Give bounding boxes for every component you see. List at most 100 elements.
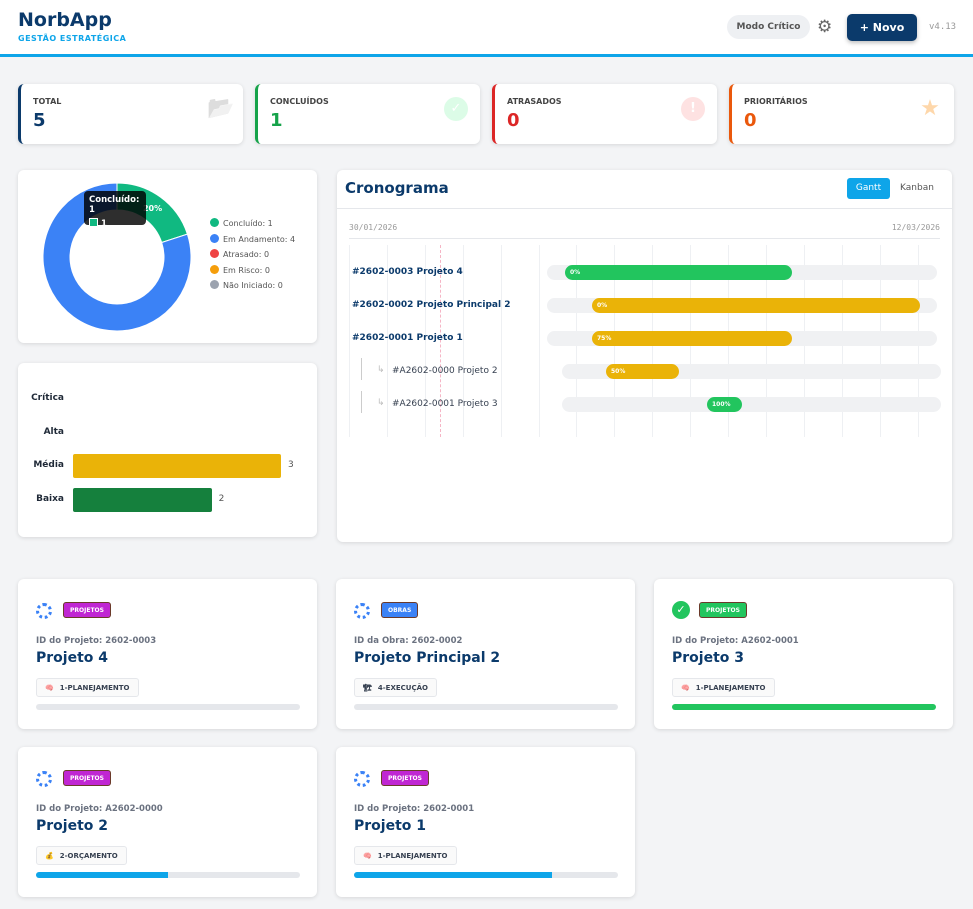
project-card[interactable]: PROJETOS ID do Projeto: 2602-0003 Projeto … bbox=[18, 579, 317, 729]
tooltip-value: 1 bbox=[100, 219, 107, 229]
divider bbox=[337, 208, 952, 209]
project-name[interactable]: Projeto Principal 2 bbox=[354, 650, 501, 666]
divider bbox=[349, 238, 940, 239]
category-badge: PROJETOS bbox=[63, 770, 111, 786]
gantt-row-label[interactable]: #2602-0003 Projeto 4 bbox=[352, 267, 463, 277]
project-id: ID da Obra: 2602-0002 bbox=[354, 636, 463, 646]
loading-spinner-icon bbox=[36, 603, 52, 619]
gantt-row-label[interactable]: #A2602-0000 Projeto 2 bbox=[392, 366, 498, 376]
kpi-label: CONCLUÍDOS bbox=[270, 97, 329, 106]
legend-swatch bbox=[210, 218, 219, 227]
progress-fill bbox=[36, 872, 168, 878]
project-card[interactable]: OBRAS ID da Obra: 2602-0002 Projeto Princi… bbox=[336, 579, 635, 729]
legend-item[interactable]: Em Andamento: 4 bbox=[210, 233, 295, 245]
app-header: NorbApp GESTÃO ESTRATÉGICA Modo Crítico … bbox=[0, 0, 973, 57]
loading-spinner-icon bbox=[354, 603, 370, 619]
category-badge: OBRAS bbox=[381, 602, 419, 618]
donut-slice[interactable] bbox=[42, 182, 192, 332]
kpi-card-total: TOTAL 5 📂 bbox=[18, 84, 243, 144]
slice-pct-label: 20% bbox=[143, 204, 162, 213]
project-id: ID do Projeto: 2602-0001 bbox=[354, 804, 475, 814]
grid-line bbox=[538, 245, 540, 437]
gantt-card: Cronograma Gantt Kanban 30/01/2026 12/03… bbox=[337, 170, 952, 542]
legend-item[interactable]: Em Risco: 0 bbox=[210, 264, 270, 276]
category-badge: PROJETOS bbox=[381, 770, 429, 786]
legend-swatch bbox=[210, 249, 219, 258]
project-id: ID do Projeto: 2602-0003 bbox=[36, 636, 157, 646]
phase-label: 2-ORÇAMENTO bbox=[59, 852, 118, 860]
project-name[interactable]: Projeto 3 bbox=[672, 650, 745, 666]
version-label: v4.13 bbox=[929, 22, 957, 32]
gantt-track bbox=[562, 397, 941, 412]
project-card[interactable]: ✓ PROJETOS ID do Projeto: A2602-0001 Projet… bbox=[654, 579, 953, 729]
phase-label: 1-PLANEJAMENTO bbox=[695, 684, 766, 692]
app-subtitle: GESTÃO ESTRATÉGICA bbox=[18, 34, 127, 43]
subtask-arrow-icon: ↳ bbox=[377, 365, 385, 375]
kpi-value: 0 bbox=[744, 110, 757, 131]
phase-icon: 💰 bbox=[45, 852, 54, 860]
kpi-card-atrasados: ATRASADOS 0! bbox=[492, 84, 717, 144]
tab-kanban[interactable]: Kanban bbox=[900, 183, 934, 193]
phase-icon: 🧠 bbox=[363, 852, 372, 860]
grid-line bbox=[349, 245, 350, 437]
tree-connector bbox=[361, 391, 362, 413]
gantt-row-label[interactable]: #2602-0002 Projeto Principal 2 bbox=[352, 300, 511, 310]
gantt-start-date: 30/01/2026 bbox=[349, 223, 398, 232]
gantt-row-label[interactable]: #2602-0001 Projeto 1 bbox=[352, 333, 463, 343]
phase-badge: 🧠 1-PLANEJAMENTO bbox=[672, 678, 775, 697]
gantt-bar[interactable]: 0% bbox=[592, 298, 920, 313]
project-card[interactable]: PROJETOS ID do Projeto: A2602-0000 Projeto… bbox=[18, 747, 317, 897]
kpi-card-concluídos: CONCLUÍDOS 1 ✓ bbox=[255, 84, 480, 144]
bar-baixa[interactable] bbox=[73, 487, 212, 512]
legend-item[interactable]: Não Iniciado: 0 bbox=[210, 280, 283, 291]
phase-icon: 🏗 bbox=[363, 684, 372, 692]
check-circle-icon: ✓ bbox=[672, 601, 690, 619]
legend-swatch bbox=[210, 233, 219, 243]
loading-spinner-icon bbox=[36, 771, 52, 787]
gantt-bar[interactable]: 75% bbox=[592, 331, 792, 346]
grid-line bbox=[500, 245, 502, 437]
project-id: ID do Projeto: A2602-0001 bbox=[672, 636, 799, 646]
phase-badge: 🧠 1-PLANEJAMENTO bbox=[36, 678, 139, 697]
gantt-row-label[interactable]: #A2602-0001 Projeto 3 bbox=[392, 399, 498, 409]
chart-tooltip: Concluído: 1 1 bbox=[84, 191, 146, 229]
star-icon: ★ bbox=[920, 96, 940, 121]
kpi-card-prioritários: PRIORITÁRIOS 0 ★ bbox=[729, 84, 954, 144]
legend-item[interactable]: Atrasado: 0 bbox=[210, 249, 269, 260]
subtask-arrow-icon: ↳ bbox=[377, 398, 385, 408]
project-name[interactable]: Projeto 1 bbox=[354, 818, 427, 834]
bar-value-label: 2 bbox=[218, 493, 225, 504]
progress-fill bbox=[672, 704, 936, 710]
phase-label: 4-EXECUÇÃO bbox=[377, 684, 428, 692]
gantt-bar[interactable]: 0% bbox=[565, 265, 792, 280]
legend-label: Em Risco: 0 bbox=[223, 265, 270, 275]
kpi-label: TOTAL bbox=[33, 97, 62, 106]
legend-label: Não Iniciado: 0 bbox=[223, 281, 283, 290]
critical-mode-toggle[interactable]: Modo Crítico bbox=[727, 15, 810, 39]
legend-swatch bbox=[210, 264, 219, 274]
progress-bar bbox=[672, 704, 936, 710]
phase-badge: 💰 2-ORÇAMENTO bbox=[36, 846, 127, 865]
phase-icon: 🧠 bbox=[45, 684, 54, 692]
tab-gantt[interactable]: Gantt bbox=[847, 178, 890, 199]
gantt-bar[interactable]: 100% bbox=[707, 397, 742, 412]
kpi-label: PRIORITÁRIOS bbox=[744, 97, 808, 106]
grid-line bbox=[462, 245, 464, 437]
bar-category-label: Baixa bbox=[36, 493, 64, 504]
loading-spinner-icon bbox=[354, 771, 370, 787]
project-name[interactable]: Projeto 4 bbox=[36, 650, 109, 666]
phase-label: 1-PLANEJAMENTO bbox=[59, 684, 130, 692]
gantt-bar[interactable]: 50% bbox=[606, 364, 679, 379]
today-marker bbox=[440, 245, 441, 437]
grid-line bbox=[386, 245, 388, 437]
priority-bar-card: Crítica Alta Média 3 Baixa 2 bbox=[18, 363, 317, 537]
gear-icon[interactable]: ⚙ bbox=[817, 17, 833, 37]
legend-item[interactable]: Concluído: 1 bbox=[210, 218, 273, 229]
gantt-end-date: 12/03/2026 bbox=[891, 223, 940, 232]
legend-label: Atrasado: 0 bbox=[223, 250, 270, 259]
project-name[interactable]: Projeto 2 bbox=[36, 818, 109, 834]
new-button[interactable]: + Novo bbox=[847, 14, 917, 41]
project-card[interactable]: PROJETOS ID do Projeto: 2602-0001 Projeto … bbox=[336, 747, 635, 897]
kpi-value: 5 bbox=[33, 110, 46, 131]
bar-média[interactable] bbox=[73, 454, 281, 478]
